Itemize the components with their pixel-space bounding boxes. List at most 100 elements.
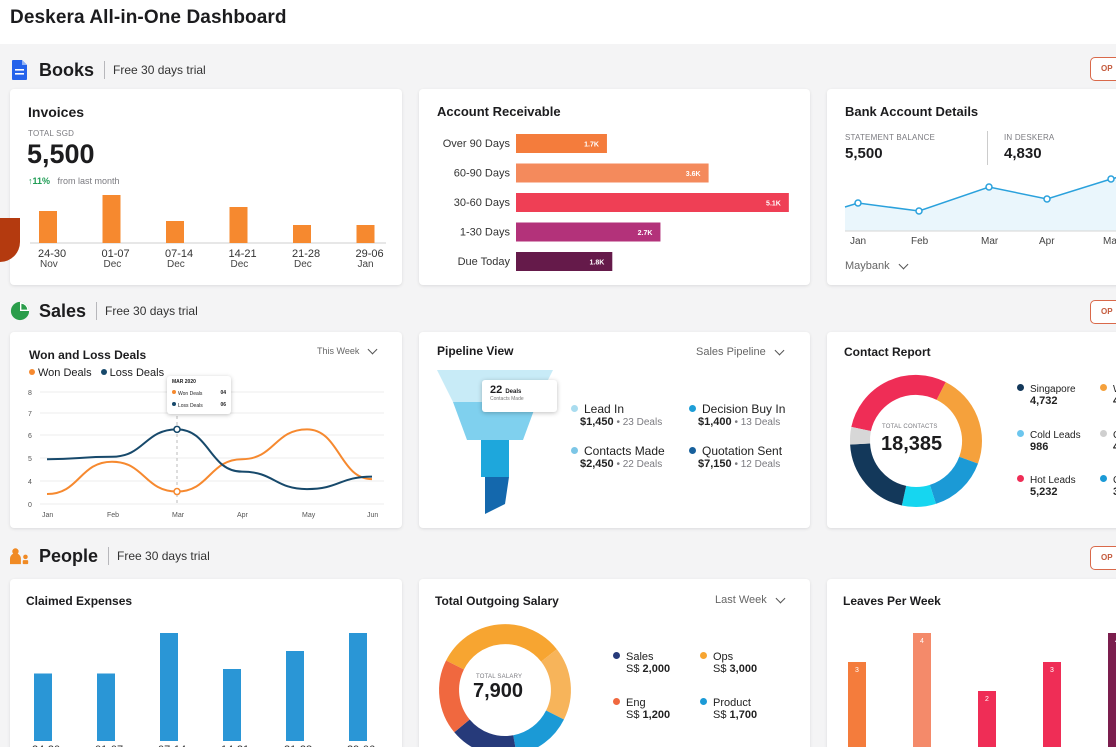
expenses-bar-chart: 24-30 01-07 07-14 14-21 21-28 29-06 (32, 633, 375, 747)
invoice-bar (166, 221, 184, 243)
legend-label: Hot Leads (1030, 475, 1076, 486)
y-tick-label: 6 (28, 433, 32, 440)
legend-dot (1017, 384, 1024, 391)
legend-value: 3,000 (729, 663, 758, 675)
bank-month-label: Apr (1039, 236, 1055, 247)
y-tick-label: 5 (28, 456, 32, 463)
pipeline-item: Decision Buy In $1,400 • 13 Deals (689, 402, 785, 428)
bank-area (845, 177, 1116, 231)
divider (108, 547, 110, 565)
invoices-caption: TOTAL SGD (28, 129, 75, 138)
salary-legend-item: Product S$ 1,700 (700, 697, 757, 721)
contact-legend-item: W4 (1100, 384, 1116, 407)
y-tick-label: 4 (28, 479, 32, 486)
won-legend-dot (29, 369, 35, 375)
chevron-down-icon (367, 344, 378, 354)
funnel-stage-quotation (485, 477, 509, 514)
invoice-bar (229, 207, 248, 243)
expense-bar (223, 669, 241, 741)
books-open-button[interactable]: OP (1090, 57, 1116, 81)
receivable-row-label: Over 90 Days (443, 138, 511, 150)
legend-label: C (1113, 475, 1116, 486)
receivable-bar-value: 2.7K (638, 230, 653, 237)
leave-bar-value: 3 (855, 667, 859, 674)
bank-account-label: Maybank (845, 260, 890, 272)
donut-segment-singapore (850, 442, 907, 506)
leave-bar (1043, 662, 1061, 747)
document-icon (12, 60, 27, 80)
leave-bar (978, 691, 996, 747)
bank-account-select[interactable]: Maybank (845, 259, 909, 272)
badge-value: 22 (490, 384, 503, 396)
leaves-title: Leaves Per Week (843, 594, 941, 608)
invoice-bar (356, 225, 375, 243)
badge-sub: Contacts Made (490, 396, 524, 402)
bank-card: Bank Account Details STATEMENT BALANCE 5… (827, 89, 1116, 285)
salary-card: Total Outgoing Salary Last Week TOTAL SA… (419, 579, 810, 747)
badge-unit: Deals (505, 389, 522, 395)
invoices-card: Invoices TOTAL SGD 5,500 ↑11% from last … (10, 89, 402, 285)
receivable-bar (516, 252, 613, 271)
x-tick-label: May (302, 512, 316, 519)
salary-donut (439, 624, 571, 747)
salary-legend-item: Sales S$ 2,000 (613, 651, 670, 675)
divider (987, 131, 988, 165)
invoice-bar-sublabel: Dec (167, 259, 185, 270)
contact-center-value: 18,385 (881, 433, 943, 455)
contact-legend-item: C3 (1100, 475, 1116, 498)
expenses-title: Claimed Expenses (26, 594, 133, 608)
legend-value: 1,700 (729, 709, 758, 721)
bank-point (985, 183, 993, 191)
leave-bar-value: 3 (1050, 667, 1054, 674)
series-line-won-deals (46, 428, 373, 496)
contact-card: Contact Report TOTAL CONTACTS 18,385 Sin… (827, 332, 1116, 528)
contact-title: Contact Report (844, 345, 931, 359)
receivable-row-label: Due Today (458, 256, 511, 268)
tooltip-won-value: 04 (220, 390, 226, 396)
sales-open-button[interactable]: OP (1090, 300, 1116, 324)
pipeline-item-amount: $2,450 (580, 458, 614, 470)
legend-dot (1017, 475, 1024, 482)
invoice-bar-label: 01-07 (102, 248, 130, 260)
pipeline-item-name: Contacts Made (584, 444, 665, 458)
expense-bar (349, 633, 367, 741)
receivable-bar-value: 5.1K (766, 201, 781, 208)
bank-month-label: Mar (981, 236, 999, 247)
legend-label: Ops (713, 651, 734, 663)
donut-segment-sales (454, 719, 516, 747)
receivable-bar-value: 3.6K (686, 171, 701, 178)
leave-bar (1108, 633, 1116, 747)
expense-bar-label: 29-06 (347, 744, 375, 747)
expense-bar (286, 651, 304, 741)
x-tick-label: Apr (237, 512, 249, 519)
salary-period-select[interactable]: Last Week (715, 593, 786, 606)
won-loss-legend: Won Deals Loss Deals (29, 367, 164, 379)
pipeline-item-deals: 13 Deals (740, 417, 781, 428)
invoice-bar (39, 211, 57, 243)
people-trial: Free 30 days trial (117, 549, 210, 563)
invoice-bar-label: 24-30 (38, 248, 66, 260)
donut-segment-ops-light (540, 649, 571, 720)
x-tick-label: Feb (107, 512, 119, 519)
series-line-loss-deals (46, 428, 373, 491)
receivable-bar-value: 1.7K (584, 142, 599, 149)
pipeline-item-deals: 22 Deals (622, 459, 663, 470)
sales-section-header: Sales Free 30 days trial (10, 299, 198, 323)
donut-segment-ops (446, 624, 557, 670)
loss-legend-dot (100, 369, 107, 375)
pipeline-item: Quotation Sent $7,150 • 12 Deals (689, 444, 782, 470)
contact-center-caption: TOTAL CONTACTS (882, 424, 938, 430)
receivable-row-label: 60-90 Days (454, 168, 511, 180)
chevron-down-icon (898, 259, 909, 269)
receivable-bar (516, 222, 661, 242)
legend-dot (1017, 430, 1024, 437)
series-point (173, 487, 181, 496)
donut-segment-product (512, 710, 564, 747)
legend-dot (1100, 430, 1107, 437)
pipeline-select[interactable]: Sales Pipeline (696, 345, 785, 358)
decorative-blob (0, 218, 20, 262)
invoice-bar-sublabel: Jan (358, 259, 374, 270)
won-loss-period-select[interactable]: This Week (317, 344, 378, 356)
people-open-button[interactable]: OP (1090, 546, 1116, 570)
invoices-change-note: from last month (57, 176, 120, 186)
